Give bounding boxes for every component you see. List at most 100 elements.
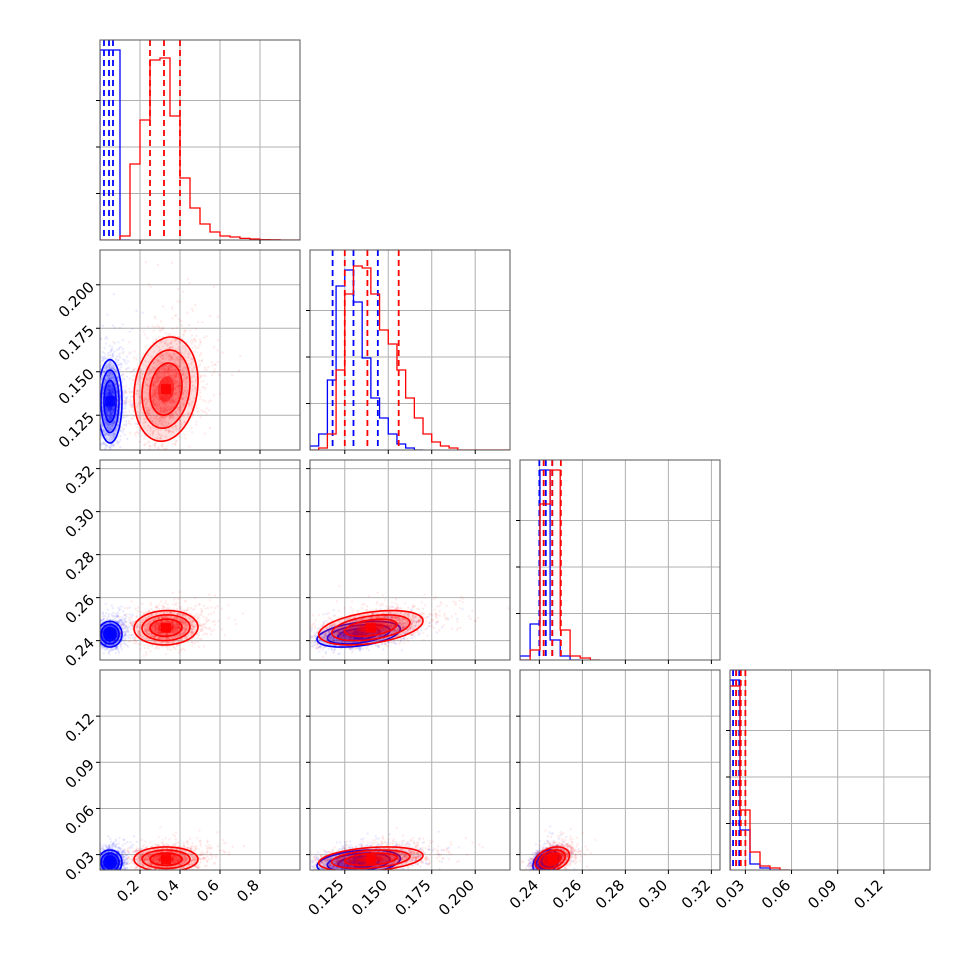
scatter-point [96, 629, 98, 631]
scatter-point [198, 360, 200, 362]
scatter-point [95, 409, 97, 411]
scatter-point [95, 400, 97, 402]
scatter-point [105, 358, 107, 360]
scatter-point [183, 330, 185, 332]
scatter-point [158, 336, 160, 338]
scatter-point [135, 358, 137, 360]
scatter-point [199, 396, 201, 398]
scatter-point [95, 638, 97, 640]
scatter-point [99, 454, 101, 456]
scatter-point [129, 404, 131, 406]
scatter-point [113, 293, 115, 295]
scatter-point [134, 432, 136, 434]
scatter-point [102, 456, 104, 458]
scatter-point [118, 652, 120, 654]
scatter-point [107, 484, 109, 486]
scatter-point [147, 325, 149, 327]
scatter-point [125, 415, 127, 417]
scatter-point [106, 609, 108, 611]
scatter-point [144, 333, 146, 335]
scatter-point [179, 301, 181, 303]
scatter-point [91, 439, 93, 441]
scatter-point [117, 360, 119, 362]
scatter-point [127, 367, 129, 369]
scatter-point [168, 462, 170, 464]
scatter-point [123, 393, 125, 395]
scatter-point [112, 444, 114, 446]
scatter-point [195, 421, 197, 423]
scatter-point [113, 350, 115, 352]
scatter-point [182, 291, 184, 293]
y-tick-label: 0.150 [55, 365, 98, 408]
scatter-point [124, 402, 126, 404]
scatter-point [118, 441, 120, 443]
scatter-point [96, 627, 98, 629]
scatter-point [154, 326, 156, 328]
scatter-point [110, 613, 112, 615]
scatter-point [158, 326, 160, 328]
scatter-point [123, 434, 125, 436]
scatter-point [217, 339, 219, 341]
scatter-point [122, 348, 124, 350]
scatter-point [96, 389, 98, 391]
scatter-point [128, 634, 130, 636]
scatter-point [112, 324, 114, 326]
scatter-point [117, 455, 119, 457]
scatter-point [131, 328, 133, 330]
scatter-point [204, 368, 206, 370]
scatter-point [97, 641, 99, 643]
scatter-point [103, 352, 105, 354]
scatter-point [111, 346, 113, 348]
scatter-point [177, 288, 179, 290]
scatter-point [184, 434, 186, 436]
scatter-point [101, 360, 103, 362]
scatter-point [199, 398, 201, 400]
scatter-point [125, 420, 127, 422]
scatter-point [194, 304, 196, 306]
scatter-point [105, 453, 107, 455]
scatter-point [96, 435, 98, 437]
histogram-step-1 [310, 266, 510, 450]
scatter-point [96, 637, 98, 639]
scatter-point [186, 312, 188, 314]
scatter-point [128, 410, 130, 412]
scatter-point [100, 476, 102, 478]
scatter-point [109, 461, 111, 463]
scatter-point [117, 341, 119, 343]
scatter-point [194, 351, 196, 353]
scatter-point [162, 451, 164, 453]
scatter-point [95, 633, 97, 635]
scatter-point [149, 455, 151, 457]
scatter-point [195, 347, 197, 349]
scatter-point [211, 374, 213, 376]
scatter-point [97, 384, 99, 386]
scatter-point [195, 327, 197, 329]
scatter-point [200, 409, 202, 411]
scatter-point [95, 632, 97, 634]
scatter-point [97, 435, 99, 437]
scatter-point [126, 401, 128, 403]
scatter-point [125, 385, 127, 387]
scatter-point [125, 368, 127, 370]
scatter-point [90, 634, 92, 636]
scatter-point [213, 371, 215, 373]
scatter-point [96, 624, 98, 626]
scatter-point [212, 364, 214, 366]
scatter-point [95, 630, 97, 632]
scatter-point [107, 352, 109, 354]
scatter-point [96, 380, 98, 382]
scatter-point [107, 354, 109, 356]
scatter-point [123, 637, 125, 639]
scatter-point [193, 454, 195, 456]
scatter-point [172, 308, 174, 310]
scatter-point [97, 411, 99, 413]
scatter-point [146, 470, 148, 472]
scatter-point [151, 325, 153, 327]
scatter-point [209, 315, 211, 317]
scatter-point [207, 366, 209, 368]
scatter-point [97, 626, 99, 628]
scatter-point [104, 447, 106, 449]
scatter-point [155, 339, 157, 341]
scatter-point [97, 368, 99, 370]
scatter-point [117, 612, 119, 614]
